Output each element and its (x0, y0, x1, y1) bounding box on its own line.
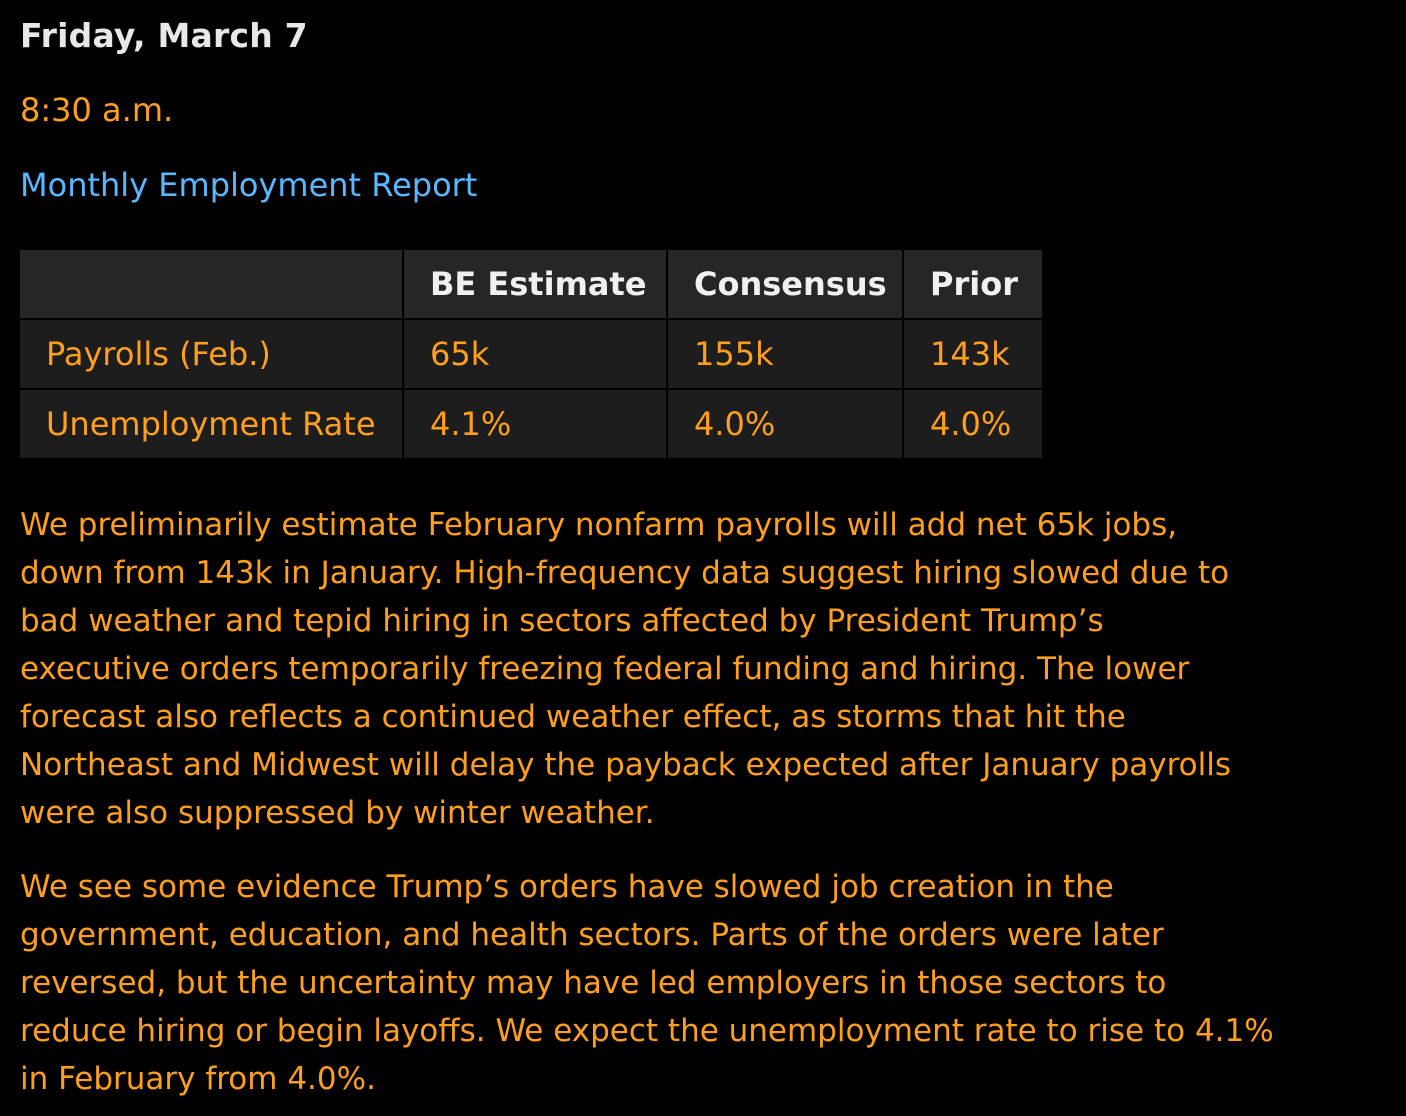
paragraph-line: We see some evidence Trump’s orders have… (20, 869, 1114, 905)
column-header-consensus: Consensus (667, 250, 904, 320)
row-label-payrolls: Payrolls (Feb.) (20, 319, 404, 390)
cell-be-estimate: 4.1% (403, 389, 668, 458)
paragraph-line: reversed, but the uncertainty may have l… (20, 965, 1167, 1001)
paragraph-line: bad weather and tepid hiring in sectors … (20, 603, 1104, 639)
row-label-unemployment: Unemployment Rate (20, 389, 404, 458)
cell-be-estimate: 65k (403, 319, 668, 390)
column-header-prior: Prior (903, 250, 1042, 320)
column-header-be-estimate: BE Estimate (403, 250, 668, 320)
cell-prior: 4.0% (903, 389, 1042, 458)
commentary-paragraph-2: We see some evidence Trump’s orders have… (20, 863, 1390, 1103)
paragraph-line: down from 143k in January. High-frequenc… (20, 555, 1230, 591)
table-row: Unemployment Rate 4.1% 4.0% 4.0% (20, 389, 1042, 458)
event-date: Friday, March 7 (20, 16, 308, 55)
paragraph-line: reduce hiring or begin layoffs. We expec… (20, 1013, 1274, 1049)
column-header-label (20, 250, 404, 320)
cell-consensus: 155k (667, 319, 904, 390)
commentary-paragraph-1: We preliminarily estimate February nonfa… (20, 501, 1390, 837)
paragraph-line: government, education, and health sector… (20, 917, 1164, 953)
paragraph-line: in February from 4.0%. (20, 1061, 376, 1097)
paragraph-line: Northeast and Midwest will delay the pay… (20, 747, 1232, 783)
estimates-table: BE Estimate Consensus Prior Payrolls (Fe… (20, 250, 1042, 458)
event-time: 8:30 a.m. (20, 91, 174, 129)
report-title-link[interactable]: Monthly Employment Report (20, 166, 478, 204)
table-header-row: BE Estimate Consensus Prior (20, 250, 1042, 320)
table-row: Payrolls (Feb.) 65k 155k 143k (20, 319, 1042, 390)
paragraph-line: were also suppressed by winter weather. (20, 795, 655, 831)
paragraph-line: executive orders temporarily freezing fe… (20, 651, 1190, 687)
cell-consensus: 4.0% (667, 389, 904, 458)
cell-prior: 143k (903, 319, 1042, 390)
paragraph-line: We preliminarily estimate February nonfa… (20, 507, 1178, 543)
paragraph-line: forecast also reflects a continued weath… (20, 699, 1126, 735)
